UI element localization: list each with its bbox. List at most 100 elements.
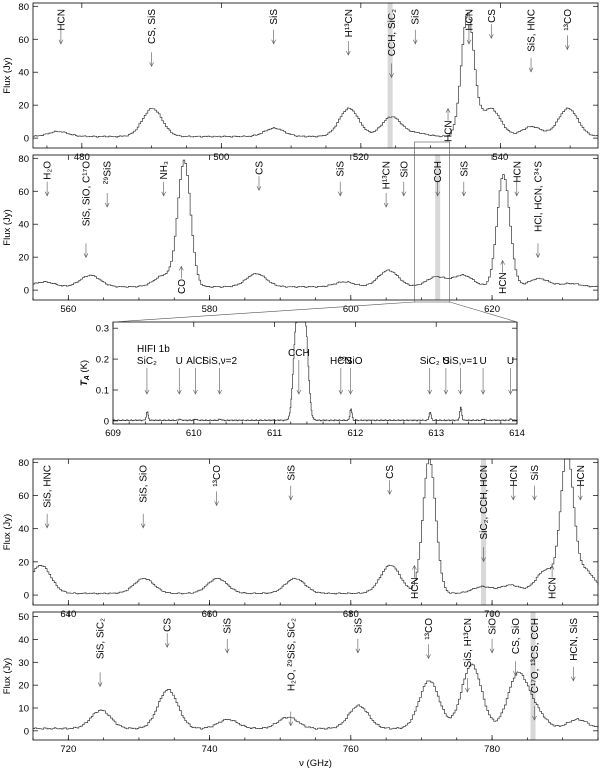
y-tick-label: 40 xyxy=(18,220,29,231)
x-tick-label: 520 xyxy=(353,152,369,163)
panel-p5: 720 740 760 780 0 10 20 30 40 50 Flux (Jy) ν (GHz) S… xyxy=(2,611,599,769)
arrow-head xyxy=(383,202,389,208)
line-annotation: SiS, SiO, C¹⁷O xyxy=(81,161,92,259)
y-tick-label: 0 xyxy=(24,726,29,737)
line-annotation: U xyxy=(442,356,450,395)
x-tick-label: 614 xyxy=(509,428,525,439)
x-tick-label: 720 xyxy=(60,744,76,755)
arrow-head xyxy=(465,687,470,693)
x-tick-label: 620 xyxy=(484,304,500,315)
arrow-head xyxy=(140,523,146,529)
line-annotation: CO xyxy=(177,265,188,294)
annotation-label: HCN xyxy=(410,577,421,599)
annotation-label: CS xyxy=(487,9,498,23)
panel-p3: 609 610 611 612 613 614 0 0.1 0.2 0.3 TA (K) HIFI 1… xyxy=(79,321,525,439)
annotation-label: C¹⁷O, ¹³CS, CCH xyxy=(530,618,541,693)
arrow-head xyxy=(144,389,150,395)
line-annotation: U xyxy=(507,356,514,395)
line-annotation: HCN xyxy=(498,259,509,294)
arrow-head xyxy=(500,259,505,265)
x-tick-label: 609 xyxy=(105,428,121,439)
y-tick-label: 40 xyxy=(18,68,29,79)
y-tick-label: 0.1 xyxy=(96,386,109,397)
arrow-head xyxy=(426,654,431,660)
annotation-label: U xyxy=(176,356,183,367)
annotation-label: CCH, SiC₂ xyxy=(387,9,398,56)
line-annotation: SiS xyxy=(269,9,280,45)
annotation-label: HCN xyxy=(498,272,509,294)
line-annotation: SiS xyxy=(530,465,541,501)
line-annotation: CCH xyxy=(433,161,444,197)
arrow-head xyxy=(214,501,219,507)
zoom-connector-right xyxy=(449,301,518,323)
annotation-label: SiS xyxy=(353,618,364,634)
line-annotation: CS xyxy=(385,465,396,495)
arrow-head xyxy=(532,715,537,721)
annotation-label: SiS xyxy=(269,9,280,25)
y-tick-label: 0 xyxy=(104,416,109,427)
annotation-label: HCN, SiS xyxy=(569,618,580,661)
line-annotation: SiS, HNC xyxy=(527,9,538,73)
y-tick-label: 50 xyxy=(18,612,29,623)
annotation-label: HCN xyxy=(464,9,475,31)
line-annotation: SiS, SiO xyxy=(139,465,150,529)
panel-p2: 560 580 600 620 0 20 40 60 80 Flux (Jy) H₂O SiS, Si… xyxy=(2,154,599,315)
line-annotation: SiC₂ xyxy=(420,356,440,395)
arrow-head xyxy=(445,107,451,113)
arrow-head xyxy=(256,186,262,191)
x-axis-title: ν (GHz) xyxy=(299,758,332,769)
y-tick-label: 20 xyxy=(18,253,29,264)
y-tick-label: 0 xyxy=(24,134,29,145)
annotation-label: ³⁰SiO xyxy=(339,356,363,367)
arrow-head xyxy=(489,34,494,39)
arrow-head xyxy=(348,389,353,395)
line-annotation: H¹³CN xyxy=(344,9,355,56)
annotation-label: SiS xyxy=(336,161,347,177)
shaded-band-0 xyxy=(387,3,393,148)
y-axis-title: TA (K) xyxy=(79,360,91,386)
annotation-label: SiS xyxy=(530,465,541,481)
line-annotation: ²⁹SiS xyxy=(103,161,114,208)
spectrum-line-p2 xyxy=(33,159,599,288)
line-annotation: SiS, HNC xyxy=(43,465,54,529)
annotation-label: H¹³CN xyxy=(344,9,355,37)
x-tick-label: 500 xyxy=(213,152,229,163)
annotation-label: SiS xyxy=(223,618,234,634)
spectrum-line-p1 xyxy=(33,12,599,138)
arrow-head xyxy=(435,191,440,197)
y-tick-label: 60 xyxy=(18,187,29,198)
arrow-head xyxy=(288,721,294,727)
annotation-label: SiS xyxy=(286,465,297,481)
zoom-box xyxy=(414,141,450,303)
annotation-label: SiS xyxy=(411,9,422,25)
arrow-head xyxy=(412,564,417,570)
x-tick-label: 611 xyxy=(267,428,282,439)
arrow-head xyxy=(387,490,392,495)
line-annotation: H¹³CN xyxy=(382,161,393,208)
line-annotation: HCN xyxy=(56,9,67,45)
annotation-label: SiS, HNC xyxy=(527,9,538,52)
plot-frame xyxy=(112,321,518,425)
zoom-connector-left xyxy=(112,301,415,323)
arrow-head xyxy=(528,67,534,73)
arrow-head xyxy=(346,50,351,56)
annotation-label: CS xyxy=(163,618,174,632)
line-annotation: CCH xyxy=(288,348,310,395)
arrow-head xyxy=(481,557,486,563)
line-annotation: ¹³CO xyxy=(424,618,435,660)
arrow-head xyxy=(296,389,302,395)
x-tick-label: 600 xyxy=(343,304,359,315)
arrow-head xyxy=(217,389,222,395)
annotation-label: SiO xyxy=(399,161,410,178)
x-tick-label: 613 xyxy=(428,428,444,439)
annotation-label: SiS, SiC₂ xyxy=(96,618,107,659)
line-annotation: SiS,ν=2 xyxy=(202,356,237,395)
panel-title: HIFI 1b xyxy=(137,344,170,355)
line-annotation: SiC₂ xyxy=(137,356,157,395)
line-annotation: U xyxy=(479,356,487,395)
line-annotation: SiS xyxy=(223,618,234,654)
arrow-head xyxy=(271,39,276,45)
annotation-label: SiS,ν=1 xyxy=(443,356,478,367)
y-tick-label: 40 xyxy=(18,635,29,646)
arrow-head xyxy=(514,191,520,197)
